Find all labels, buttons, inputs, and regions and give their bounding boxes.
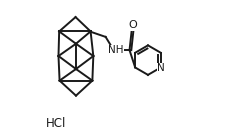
Text: HCl: HCl	[46, 117, 66, 130]
Text: N: N	[157, 63, 165, 73]
Text: O: O	[128, 20, 137, 30]
Text: NH: NH	[108, 45, 124, 55]
